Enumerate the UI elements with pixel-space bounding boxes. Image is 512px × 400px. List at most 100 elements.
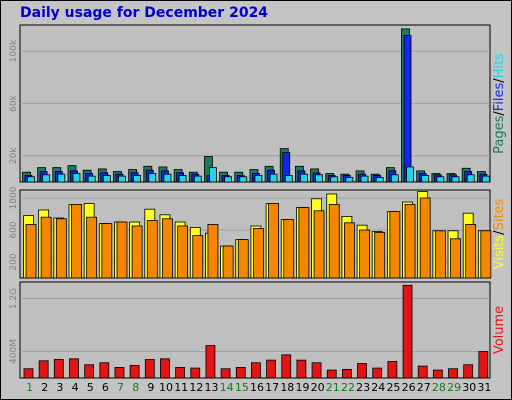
bar-sites — [253, 227, 264, 279]
y-tick-label: 400M — [9, 339, 19, 364]
x-day-label: 24 — [371, 381, 385, 394]
bar-sites-fill — [177, 225, 189, 279]
bar-hits — [284, 175, 293, 183]
bar-sites — [465, 223, 477, 279]
bar-volume-fill — [432, 369, 443, 379]
bar-sites-fill — [343, 222, 355, 279]
bar-sites — [237, 239, 249, 279]
bar-sites-fill — [268, 203, 279, 279]
x-day-label: 21 — [326, 381, 340, 394]
bar-sites — [86, 216, 98, 279]
bar-sites — [389, 211, 401, 279]
bar-volume-fill — [357, 363, 367, 379]
bar-volume — [160, 358, 170, 379]
bar-sites-fill — [192, 235, 204, 279]
bar-hits-fill — [436, 176, 445, 183]
bar-volume — [478, 351, 489, 379]
x-day-label: 17 — [265, 381, 279, 394]
y-tick-label: 1.2G — [9, 288, 19, 309]
bar-hits-fill — [390, 174, 399, 183]
bar-volume-fill — [84, 364, 95, 379]
y-tick-label: 100k — [9, 39, 19, 62]
bar-hits — [300, 173, 308, 183]
bar-sites — [162, 218, 173, 279]
bar-volume — [266, 359, 276, 379]
chart-title: Daily usage for December 2024 — [20, 5, 269, 21]
bar-hits-fill — [360, 175, 369, 183]
bar-hits — [87, 175, 96, 183]
bar-volume — [463, 364, 474, 379]
x-day-label: 26 — [402, 381, 416, 394]
bar-hits — [481, 175, 490, 183]
bar-hits — [466, 174, 475, 183]
bar-sites — [450, 238, 461, 279]
x-day-label: 9 — [147, 381, 154, 394]
bar-volume — [402, 284, 413, 379]
bar-sites-fill — [389, 211, 401, 279]
x-day-label: 13 — [205, 381, 219, 394]
legend-entry: / — [492, 111, 507, 116]
bar-sites — [222, 245, 234, 279]
bar-volume-fill — [463, 364, 474, 379]
bar-sites — [177, 225, 189, 279]
bar-sites-fill — [207, 223, 219, 279]
legend-top: Pages/Files/Hits — [492, 53, 507, 154]
bar-hits-fill — [87, 175, 96, 183]
bar-hits-fill — [375, 177, 384, 183]
bar-hits — [209, 167, 217, 183]
bar-hits — [102, 175, 111, 183]
bar-hits-fill — [330, 176, 339, 183]
x-day-label: 28 — [432, 381, 446, 394]
x-day-label: 30 — [462, 381, 476, 394]
bar-hits-fill — [315, 174, 323, 183]
bar-volume-fill — [417, 365, 428, 379]
bar-sites-fill — [101, 223, 113, 279]
bar-hits — [133, 175, 142, 183]
bar-hits-fill — [481, 175, 490, 183]
bar-volume-fill — [38, 360, 49, 379]
bar-hits-fill — [254, 175, 263, 183]
bar-volume-fill — [235, 367, 246, 379]
bar-hits-fill — [300, 173, 308, 183]
bar-hits — [224, 176, 232, 183]
bar-hits — [178, 175, 187, 183]
bar-volume-fill — [129, 365, 140, 379]
bar-hits — [72, 173, 81, 183]
bar-sites — [480, 230, 492, 279]
bar-sites — [298, 207, 310, 279]
bar-sites — [101, 223, 113, 279]
bar-sites — [283, 219, 295, 279]
bar-sites — [192, 235, 204, 279]
y-tick-label: 600 — [9, 221, 19, 238]
bar-sites-fill — [328, 203, 340, 279]
bar-volume-fill — [281, 354, 292, 379]
bar-sites — [359, 229, 370, 279]
bar-hits-fill — [148, 173, 157, 183]
bar-volume — [129, 365, 140, 379]
y-tick-label: 200 — [9, 253, 19, 270]
bar-volume — [357, 363, 367, 379]
x-day-label: 3 — [56, 381, 63, 394]
bar-hits-fill — [284, 175, 293, 183]
bar-hits-fill — [466, 174, 475, 183]
legend-middle: Visits/Sites — [492, 198, 507, 269]
bar-hits — [239, 176, 248, 183]
bar-volume — [175, 367, 186, 379]
bar-sites-fill — [253, 227, 264, 279]
legend-entry: Files — [492, 83, 507, 112]
bar-sites-fill — [450, 238, 461, 279]
bar-volume-fill — [114, 367, 125, 379]
bar-sites-fill — [116, 221, 128, 279]
bar-sites-fill — [86, 216, 98, 279]
bar-sites — [131, 225, 143, 279]
bar-hits — [315, 174, 323, 183]
bar-hits — [57, 173, 66, 183]
bar-volume — [69, 358, 79, 379]
bar-sites-fill — [374, 231, 386, 279]
bar-sites — [419, 197, 431, 279]
legend-entry: Hits — [492, 53, 507, 78]
x-day-label: 27 — [417, 381, 431, 394]
bar-hits-fill — [178, 175, 187, 183]
x-day-label: 31 — [477, 381, 491, 394]
